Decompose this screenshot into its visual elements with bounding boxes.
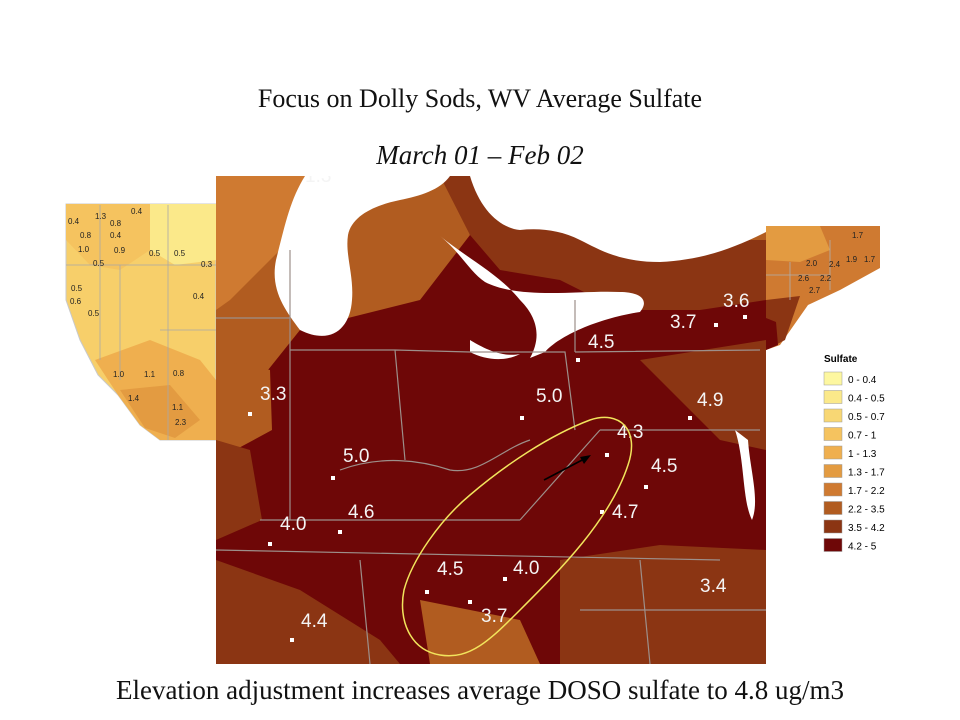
dolly-sods-arrow bbox=[543, 457, 587, 481]
west-site-value: 1.0 bbox=[113, 370, 125, 379]
ne-site-value: 1.7 bbox=[852, 231, 864, 240]
legend-title: Sulfate bbox=[824, 354, 858, 365]
site-value-label: 3.4 bbox=[700, 576, 727, 597]
west-site-value: 0.6 bbox=[70, 297, 82, 306]
legend-range-label: 0.7 - 1 bbox=[848, 431, 877, 442]
date-range-subtitle: March 01 – Feb 02 bbox=[376, 140, 584, 170]
west-site-value: 1.3 bbox=[95, 212, 107, 221]
legend-range-label: 0 - 0.4 bbox=[848, 375, 877, 386]
legend-swatch bbox=[823, 371, 843, 386]
west-site-value: 0.9 bbox=[114, 246, 126, 255]
legend-range-label: 0.4 - 0.5 bbox=[848, 394, 885, 405]
site-value-label: 4.5 bbox=[437, 559, 463, 580]
appalachian-highlight-outline bbox=[401, 416, 633, 657]
ne-site-value: 2.2 bbox=[820, 274, 832, 283]
west-site-value: 0.5 bbox=[149, 249, 161, 258]
legend-swatch bbox=[823, 482, 843, 497]
ne-site-value: 2.6 bbox=[798, 274, 810, 283]
monitor-site-marker bbox=[688, 416, 692, 420]
monitor-site-marker bbox=[248, 412, 252, 416]
monitor-site-marker bbox=[520, 416, 524, 420]
west-site-value: 0.4 bbox=[110, 231, 122, 240]
ne-site-value: 2.0 bbox=[806, 259, 818, 268]
ne-site-value: 2.4 bbox=[829, 260, 841, 269]
site-value-label: 4.0 bbox=[513, 558, 539, 579]
legend-swatch bbox=[823, 519, 843, 534]
site-value-label: 5.0 bbox=[343, 446, 369, 467]
ne-site-value: 2.7 bbox=[809, 286, 821, 295]
page-title: Focus on Dolly Sods, WV Average Sulfate bbox=[257, 84, 703, 113]
west-site-value: 0.5 bbox=[71, 284, 83, 293]
legend-range-label: 4.2 - 5 bbox=[848, 542, 877, 553]
ne-site-value: 1.9 bbox=[846, 255, 858, 264]
west-site-value: 1.1 bbox=[144, 370, 156, 379]
monitor-site-marker bbox=[268, 542, 272, 546]
legend-swatch bbox=[823, 408, 843, 423]
monitor-site-marker bbox=[425, 590, 429, 594]
monitor-site-marker bbox=[468, 600, 472, 604]
western-us-map: 0.41.30.80.40.8 0.41.0 0.90.50.5 0.50.30.40… bbox=[65, 203, 217, 441]
site-value-label: 4.3 bbox=[617, 422, 643, 443]
monitor-site-marker bbox=[644, 485, 648, 489]
figure-caption: Elevation adjustment increases average D… bbox=[115, 675, 845, 705]
monitor-site-marker bbox=[290, 638, 294, 642]
west-site-value: 0.5 bbox=[88, 309, 100, 318]
west-site-value: 0.4 bbox=[68, 217, 80, 226]
site-value-label: 3.3 bbox=[260, 384, 286, 405]
west-site-value: 0.8 bbox=[173, 369, 185, 378]
monitor-site-marker bbox=[503, 577, 507, 581]
west-site-value: 0.5 bbox=[93, 259, 105, 268]
west-site-value: 0.3 bbox=[201, 260, 213, 269]
legend-range-label: 1.3 - 1.7 bbox=[848, 468, 885, 479]
eastern-us-zoom-map: 3.3 5.0 4.6 4.0 4.5 5.0 4.3 4.9 3.7 3.6 4.5 4.7 4.5 4… bbox=[216, 166, 766, 664]
west-site-value: 1.1 bbox=[172, 403, 184, 412]
site-value-label: 3.6 bbox=[723, 291, 749, 312]
west-site-value: 0.4 bbox=[131, 207, 143, 216]
legend-swatch bbox=[823, 427, 843, 441]
monitor-site-marker bbox=[600, 510, 604, 514]
west-site-value: 1.4 bbox=[128, 394, 140, 403]
site-value-label: 4.9 bbox=[697, 390, 723, 411]
legend-swatch bbox=[823, 538, 843, 552]
west-site-value: 0.4 bbox=[193, 292, 205, 301]
legend-swatch bbox=[823, 501, 843, 515]
sulfate-legend: Sulfate 0 - 0.4 0.4 - 0.5 0.5 - 0.7 0.7 - 1… bbox=[823, 354, 885, 553]
monitor-site-marker bbox=[338, 530, 342, 534]
site-value-label: 5.0 bbox=[536, 386, 562, 407]
site-value-label: 4.5 bbox=[588, 332, 614, 353]
site-value-label: 4.7 bbox=[612, 502, 638, 523]
site-value-label: 3.7 bbox=[481, 606, 507, 627]
west-site-value: 0.8 bbox=[110, 219, 122, 228]
monitor-site-marker bbox=[576, 358, 580, 362]
site-value-label: 4.5 bbox=[651, 456, 677, 477]
legend-range-label: 1.7 - 2.2 bbox=[848, 486, 885, 497]
monitor-site-marker bbox=[331, 476, 335, 480]
legend-swatch bbox=[823, 464, 843, 478]
west-site-value: 0.8 bbox=[80, 231, 92, 240]
legend-range-label: 1 - 1.3 bbox=[848, 449, 877, 460]
west-site-value: 1.0 bbox=[78, 245, 90, 254]
monitor-site-marker bbox=[605, 453, 609, 457]
monitor-site-marker bbox=[743, 315, 747, 319]
legend-swatch bbox=[823, 445, 843, 460]
monitor-site-marker bbox=[714, 323, 718, 327]
site-value-label: 4.0 bbox=[280, 514, 306, 535]
northeast-us-map: 1.7 2.0 2.4 1.9 1.7 2.6 2.2 2.7 bbox=[766, 226, 880, 350]
site-value-label: 1.3 bbox=[305, 166, 331, 187]
site-value-label: 3.7 bbox=[670, 312, 696, 333]
legend-range-label: 3.5 - 4.2 bbox=[848, 523, 885, 534]
west-site-value: 0.5 bbox=[174, 249, 186, 258]
site-value-label: 4.6 bbox=[348, 502, 374, 523]
west-site-value: 2.3 bbox=[175, 418, 187, 427]
legend-range-label: 0.5 - 0.7 bbox=[848, 412, 885, 423]
site-value-label: 4.4 bbox=[301, 611, 328, 632]
legend-range-label: 2.2 - 3.5 bbox=[848, 505, 885, 516]
ne-site-value: 1.7 bbox=[864, 255, 876, 264]
arrow-head-icon bbox=[580, 455, 591, 464]
legend-swatch bbox=[823, 390, 843, 404]
